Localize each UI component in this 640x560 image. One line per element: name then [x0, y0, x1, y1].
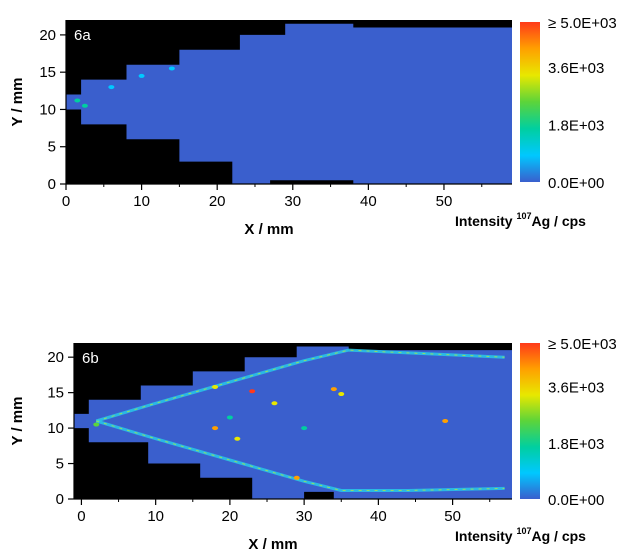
colorbar-title-main: Intensity [455, 213, 516, 229]
hotspot-point [212, 384, 219, 389]
x-axis-label: X / mm [248, 536, 297, 553]
x-tick-label: 10 [147, 508, 164, 525]
hotspot-point [249, 389, 256, 394]
y-tick-label: 0 [48, 176, 56, 193]
hotspot-point [168, 66, 175, 71]
hotspot-point [301, 426, 308, 431]
sample-area [74, 346, 512, 499]
y-tick-label: 10 [39, 101, 56, 118]
y-axis-label: Y / mm [9, 397, 26, 446]
x-tick-label: 20 [222, 508, 239, 525]
colorbar-tick-label: 1.8E+03 [548, 436, 604, 453]
x-axis-label: X / mm [244, 221, 293, 238]
colorbar [520, 22, 540, 182]
colorbar [520, 343, 540, 499]
colorbar-tick-label: ≥ 5.0E+03 [548, 336, 617, 353]
y-tick-label: 15 [39, 64, 56, 81]
panel-label: 6a [74, 27, 91, 44]
heatmap-panel-6a: 0 10 20 30 40 50 0 5 10 15 20 X / mm Y / mm 6a ≥ 5.0E+… [0, 0, 640, 260]
hotspot-point [271, 401, 278, 406]
sample-area [66, 23, 512, 185]
colorbar-title-suffix: Ag / cps [532, 528, 587, 544]
colorbar-title: Intensity 107Ag / cps [455, 211, 586, 229]
colorbar-title-suffix: Ag / cps [532, 213, 587, 229]
x-tick-label: 0 [77, 508, 85, 525]
x-tick-label: 10 [133, 193, 150, 210]
hotspot-point [234, 436, 241, 441]
colorbar-tick-label: ≥ 5.0E+03 [548, 15, 617, 32]
panel-label: 6b [82, 350, 99, 367]
colorbar-title-isotope: 107 [516, 526, 531, 536]
rim-signal-highlight [96, 420, 505, 491]
hotspot-point [81, 103, 88, 108]
hotspot-point [212, 426, 219, 431]
hotspot-point [108, 85, 115, 90]
hotspot-point [338, 392, 345, 397]
colorbar-title: Intensity 107Ag / cps [455, 526, 586, 544]
x-tick-label: 40 [360, 193, 377, 210]
colorbar-title-isotope: 107 [516, 211, 531, 221]
x-tick-label: 20 [209, 193, 226, 210]
y-tick-label: 15 [47, 385, 64, 402]
x-tick-label: 30 [296, 508, 313, 525]
colorbar-tick-label: 3.6E+03 [548, 380, 604, 397]
colorbar-tick-label: 1.8E+03 [548, 117, 604, 134]
x-tick-label: 40 [370, 508, 387, 525]
hotspot-point [74, 98, 81, 103]
hotspot-point [226, 415, 233, 420]
y-tick-label: 20 [47, 349, 64, 366]
colorbar-tick-label: 0.0E+00 [548, 492, 604, 509]
hotspot-point [330, 387, 337, 392]
heatmap-6a-svg: 0 10 20 30 40 50 0 5 10 15 20 X / mm Y / mm 6a ≥ 5.0E+… [9, 15, 617, 238]
colorbar-tick-label: 3.6E+03 [548, 60, 604, 77]
x-tick-label: 50 [444, 508, 461, 525]
hotspot-point [442, 419, 449, 423]
x-tick-label: 30 [284, 193, 301, 210]
hotspot-point [293, 475, 300, 480]
colorbar-title-main: Intensity [455, 528, 516, 544]
y-tick-label: 5 [48, 139, 56, 156]
heatmap-panel-6b: 0 10 20 30 40 50 0 5 10 15 20 X / mm Y / mm 6b ≥ 5.0E+… [0, 300, 640, 560]
x-tick-label: 50 [436, 193, 453, 210]
y-tick-label: 0 [56, 491, 64, 508]
x-tick-label: 0 [62, 193, 70, 210]
y-tick-label: 20 [39, 27, 56, 44]
heatmap-6b-svg: 0 10 20 30 40 50 0 5 10 15 20 X / mm Y / mm 6b ≥ 5.0E+… [9, 336, 617, 553]
rim-signal-highlight [96, 349, 505, 422]
hotspot-point [138, 73, 145, 78]
hotspot-point [93, 422, 100, 427]
colorbar-tick-label: 0.0E+00 [548, 175, 604, 192]
y-axis-label: Y / mm [9, 78, 26, 127]
y-tick-label: 10 [47, 420, 64, 437]
y-tick-label: 5 [56, 456, 64, 473]
